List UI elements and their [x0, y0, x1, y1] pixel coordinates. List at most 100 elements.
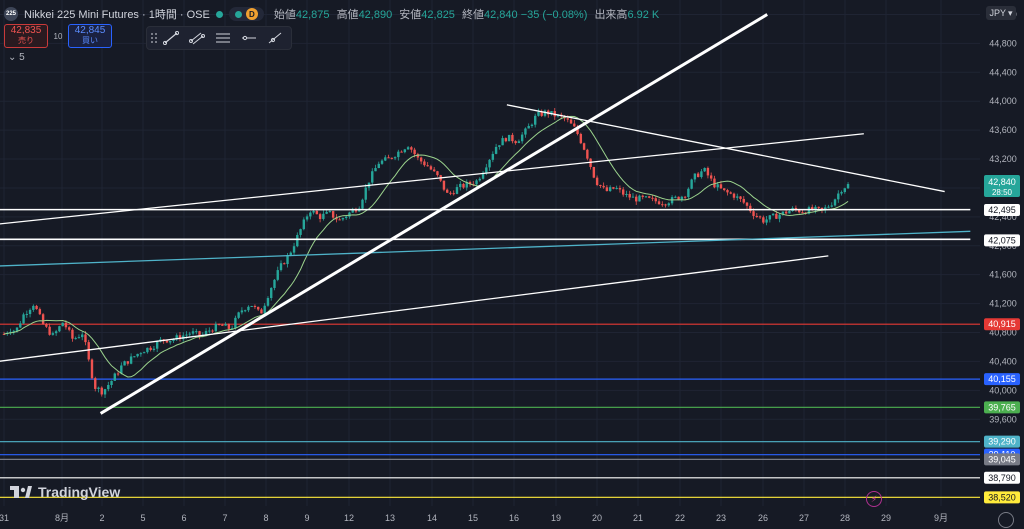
candle-body [12, 330, 15, 332]
candle-body [263, 305, 266, 314]
candle-body [387, 157, 390, 159]
candle-body [208, 330, 211, 332]
candle-body [824, 207, 827, 210]
symbol-title[interactable]: Nikkei 225 Mini Futures · 1時間 · OSE [24, 9, 210, 21]
realtime-dot-icon [234, 10, 242, 18]
candle-body [696, 173, 700, 178]
price-label-box [984, 491, 1020, 504]
candle-body [406, 147, 410, 150]
time-tick-label: 27 [799, 513, 809, 523]
candle-body [113, 373, 117, 381]
price-tick-label: 42,400 [989, 212, 1017, 222]
sell-button[interactable]: 42,835 売り [4, 24, 48, 48]
candle-body [240, 310, 244, 313]
candle-body [286, 255, 289, 265]
candle-body [126, 361, 130, 364]
price-tick-label: 41,600 [989, 270, 1017, 280]
candle-body [400, 151, 403, 153]
candle-body [442, 180, 446, 190]
parallel-channel-icon[interactable] [185, 28, 209, 48]
currency-selector[interactable]: JPY ▾ [986, 6, 1016, 20]
ohlc-values: 始値42,875 高値42,890 安値42,825 終値42,840 −35 … [270, 6, 659, 22]
price-label: 40,155 [988, 374, 1016, 384]
time-tick-label: 21 [633, 513, 643, 523]
candle-body [837, 193, 840, 200]
candle-body [54, 331, 58, 334]
candle-body [247, 306, 250, 311]
candle-body [667, 203, 671, 206]
candle-body [243, 310, 247, 312]
candle-body [146, 347, 149, 353]
buy-button[interactable]: 42,845 買い [68, 24, 112, 48]
price-tick-label: 44,000 [989, 96, 1017, 106]
candle-body [507, 134, 511, 142]
candle-body [520, 134, 524, 142]
candle-body [723, 188, 726, 191]
price-label-box [984, 453, 1020, 466]
candle-body [103, 389, 107, 395]
candle-body [582, 143, 586, 150]
candle-body [175, 335, 178, 340]
candle-body [664, 204, 667, 206]
candle-body [700, 171, 703, 178]
candle-body [172, 339, 175, 342]
candle-body [569, 119, 573, 124]
candle-body [618, 188, 622, 190]
candle-body [807, 207, 811, 214]
candle-body [745, 202, 749, 206]
indicators-toggle[interactable]: ⌄ 5 [8, 52, 25, 63]
gear-icon[interactable] [998, 512, 1014, 528]
data-status-pill[interactable]: D [228, 7, 264, 21]
candle-body [100, 387, 103, 395]
candle-body [511, 134, 514, 142]
candle-body [716, 184, 719, 188]
candle-body [635, 196, 638, 202]
candle-body [478, 178, 481, 181]
candle-body [657, 201, 661, 205]
drag-handle-icon[interactable] [151, 31, 157, 45]
candle-body [2, 333, 6, 335]
candle-body [276, 270, 279, 280]
price-label: 39,045 [988, 454, 1016, 464]
candle-body [573, 123, 576, 127]
candle-body [788, 210, 791, 214]
candle-body [348, 212, 351, 217]
trendline-icon[interactable] [159, 28, 183, 48]
candle-body [185, 334, 188, 336]
candle-body [120, 365, 123, 374]
horizontal-line-icon[interactable] [237, 28, 261, 48]
candle-body [472, 183, 475, 185]
candle-body [94, 378, 97, 389]
candle-body [501, 138, 504, 146]
candle-body [116, 373, 120, 375]
candle-body [481, 172, 485, 179]
low-value: 42,825 [421, 9, 455, 21]
chart-header: 225 Nikkei 225 Mini Futures · 1時間 · OSE … [4, 6, 659, 22]
time-tick-label: 2 [99, 513, 104, 523]
candle-body [204, 330, 208, 335]
extended-line-icon[interactable] [263, 28, 287, 48]
candle-body [266, 298, 270, 306]
candle-body [364, 187, 367, 200]
candle-body [221, 324, 224, 326]
time-tick-label: 14 [427, 513, 437, 523]
time-tick-label: 28 [840, 513, 850, 523]
candle-body [234, 317, 237, 329]
candle-body [413, 149, 416, 155]
time-tick-label: 15 [468, 513, 478, 523]
price-tick-label: 41,200 [989, 299, 1017, 309]
candle-body [296, 234, 299, 247]
candle-body [680, 196, 684, 200]
lightning-icon[interactable]: ⚡ [866, 491, 882, 507]
moving-average-line [3, 115, 849, 378]
candle-body [661, 204, 664, 206]
sell-price: 42,835 [10, 25, 42, 36]
sell-label: 売り [18, 36, 34, 45]
chevron-down-icon: ⌄ [8, 52, 17, 63]
candle-body [61, 322, 64, 327]
candle-body [361, 199, 364, 209]
close-value: 42,840 [484, 9, 518, 21]
candle-body [289, 252, 292, 256]
fib-icon[interactable] [211, 28, 235, 48]
